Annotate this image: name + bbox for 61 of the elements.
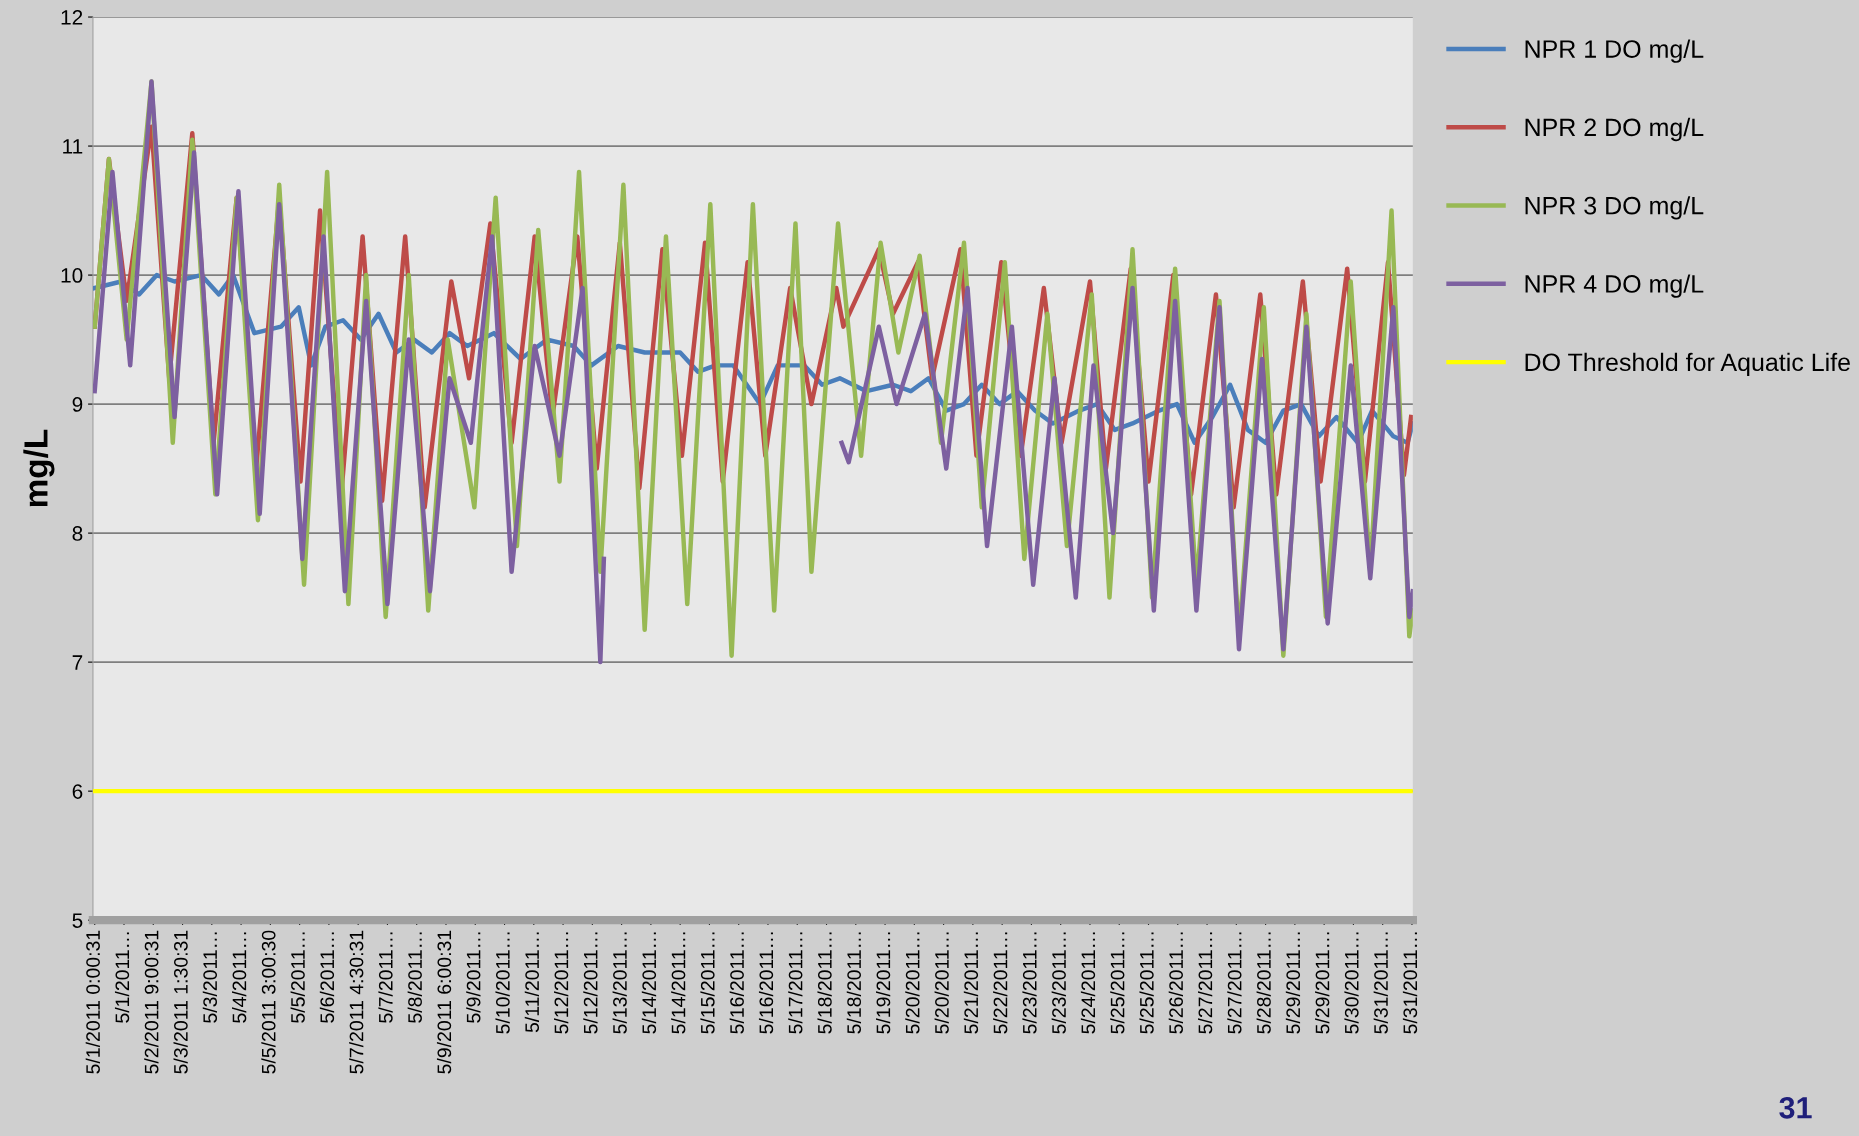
x-tick-label: 5/27/2011… (1197, 932, 1213, 1034)
x-tick-label: 5/14/2011… (641, 932, 657, 1034)
y-tick-label: 11 (63, 139, 83, 154)
x-tick-label: 5/18/2011… (817, 932, 832, 1034)
x-tick-label: 5/11/2011… (524, 932, 540, 1033)
x-tick-label: 5/19/2011… (876, 932, 891, 1034)
y-tick-label: 12 (61, 10, 83, 25)
x-tick-label: 5/20/2011… (934, 932, 949, 1034)
x-tick-label: 5/27/2011… (1227, 932, 1242, 1034)
x-tick-label: 5/22/2011… (993, 932, 1008, 1034)
y-tick-label: 6 (72, 784, 83, 799)
x-tick-label: 5/29/2011… (1315, 932, 1330, 1034)
x-tick-label: 5/31/2011… (1402, 932, 1418, 1034)
text: 31 (1779, 1096, 1812, 1119)
x-tick-label: 5/26/2011… (1168, 932, 1183, 1034)
legend-label: DO Threshold for Aquatic Life (1525, 352, 1850, 377)
y-tick-label: 10 (61, 268, 83, 283)
x-tick-label: 5/30/2011… (1344, 932, 1359, 1034)
x-tick-label: 5/16/2011… (758, 932, 774, 1034)
x-tick-label: 5/23/2011… (1022, 932, 1037, 1034)
x-tick-label: 5/25/2011… (1139, 932, 1154, 1034)
x-tick-label: 5/1/2011 0:00:31 (85, 930, 100, 1074)
x-tick-label: 5/9/2011 6:00:31 (436, 930, 452, 1074)
x-tick-label: 5/2/2011 9:00:31 (144, 930, 159, 1074)
x-tick-label: 5/3/2011… (202, 932, 218, 1023)
x-tick-label: 5/14/2011… (671, 932, 686, 1034)
legend-label: NPR 4 DO mg/L (1525, 274, 1704, 298)
x-tick-label: 5/15/2011… (700, 932, 715, 1034)
x-tick-label: 5/31/2011… (1373, 932, 1388, 1034)
x-tick-label: 5/28/2011… (1256, 932, 1271, 1034)
x-tick-label: 5/7/2011… (378, 932, 393, 1023)
legend-label: NPR 3 DO mg/L (1525, 196, 1704, 220)
x-tick-label: 5/12/2011… (583, 932, 598, 1034)
x-tick-label: 5/6/2011… (319, 932, 335, 1023)
x-tick-label: 5/1/2011… (114, 932, 130, 1023)
x-tick-label: 5/18/2011… (846, 932, 862, 1034)
x-tick-label: 5/20/2011… (905, 932, 920, 1034)
y-tick-label: 5 (72, 913, 83, 928)
y-tick-label: 9 (72, 397, 83, 412)
x-tick-label: 5/8/2011… (407, 932, 422, 1023)
y-axis-title: mg/L (23, 429, 55, 507)
x-tick-label: 5/13/2011… (612, 932, 627, 1034)
y-tick-label: 7 (72, 655, 83, 670)
x-tick-label: 5/17/2011… (788, 932, 803, 1034)
x-tick-label: 5/5/2011 3:00:30 (261, 930, 276, 1074)
y-tick-label: 8 (72, 526, 83, 541)
x-tick-label: 5/3/2011 1:30:31 (173, 930, 188, 1074)
x-tick-label: 5/10/2011… (495, 932, 510, 1034)
x-tick-label: 5/9/2011… (466, 932, 481, 1023)
x-tick-label: 5/24/2011… (1080, 932, 1096, 1034)
legend-label: NPR 2 DO mg/L (1525, 117, 1704, 142)
x-tick-label: 5/5/2011… (290, 932, 305, 1023)
legend-label: NPR 1 DO mg/L (1525, 39, 1704, 63)
x-tick-label: 5/16/2011… (729, 932, 744, 1034)
x-tick-label: 5/23/2011… (1051, 932, 1066, 1034)
x-tick-label: 5/21/2011… (963, 932, 979, 1034)
x-tick-label: 5/7/2011 4:30:31 (349, 930, 364, 1074)
x-tick-label: 5/25/2011… (1110, 932, 1125, 1034)
x-tick-label: 5/4/2011… (232, 932, 247, 1023)
x-tick-label: 5/29/2011… (1285, 932, 1301, 1034)
x-tick-label: 5/12/2011… (554, 932, 569, 1034)
